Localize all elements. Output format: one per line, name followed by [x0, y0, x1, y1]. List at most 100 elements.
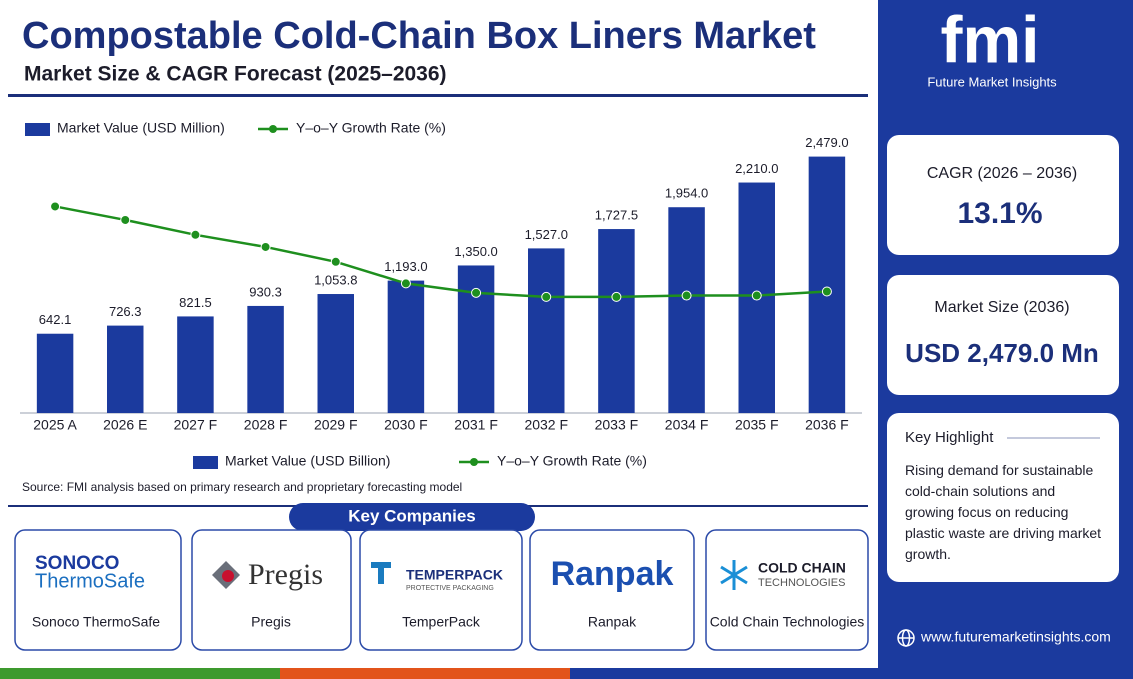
company-card: SONOCO ThermoSafe Sonoco ThermoSafe — [14, 529, 182, 651]
x-tick-label: 2033 F — [595, 417, 639, 433]
value-label: 642.1 — [39, 312, 72, 327]
x-tick-label: 2035 F — [735, 417, 779, 433]
bar — [317, 294, 354, 413]
color-strip — [0, 668, 280, 679]
logo-text: TEMPERPACK — [406, 567, 503, 583]
stat-card — [887, 275, 1119, 395]
x-tick-label: 2030 F — [384, 417, 428, 433]
color-strip — [280, 668, 570, 679]
growth-point — [681, 290, 692, 301]
subtitle: Market Size & CAGR Forecast (2025–2036) — [24, 63, 447, 86]
company-card: Ranpak Ranpak — [529, 529, 695, 651]
growth-point — [330, 256, 341, 267]
value-label: 821.5 — [179, 295, 212, 310]
value-label: 1,527.0 — [525, 227, 568, 242]
growth-point — [751, 290, 762, 301]
logo-icon — [720, 560, 748, 590]
x-tick-label: 2028 F — [244, 417, 288, 433]
highlight-text: Rising demand for sustainable cold-chain… — [905, 462, 1102, 562]
card-frame — [529, 529, 695, 651]
card-frame — [191, 529, 352, 651]
growth-line — [54, 205, 827, 299]
company-card: TEMPERPACK PROTECTIVE PACKAGING TemperPa… — [359, 529, 523, 651]
growth-point — [190, 229, 201, 240]
value-label: 1,350.0 — [454, 244, 497, 259]
legend-label: Y–o–Y Growth Rate (%) — [296, 120, 446, 136]
growth-point — [260, 241, 271, 252]
x-tick-label: 2029 F — [314, 417, 358, 433]
legend-label: Market Value (USD Billion) — [225, 453, 390, 469]
x-tick-label: 2027 F — [174, 417, 218, 433]
stat-value: 13.1% — [957, 197, 1042, 230]
legend-label: Market Value (USD Million) — [57, 120, 225, 136]
logo-text: Pregis — [248, 558, 323, 591]
logo-icon — [371, 562, 391, 584]
color-strip — [570, 668, 878, 679]
logo-text: COLD CHAIN — [758, 560, 846, 576]
company-name: Ranpak — [588, 614, 637, 630]
stat-card — [887, 135, 1119, 255]
stat-label: Market Size (2036) — [934, 299, 1069, 316]
x-tick-label: 2032 F — [524, 417, 568, 433]
legend-swatch — [193, 456, 218, 469]
growth-point — [541, 291, 552, 302]
legend-label: Y–o–Y Growth Rate (%) — [497, 453, 647, 469]
card-frame — [14, 529, 182, 651]
growth-point — [471, 287, 482, 298]
value-label: 726.3 — [109, 304, 142, 319]
logo-icon — [222, 570, 234, 582]
growth-point — [821, 286, 832, 297]
section-title: Key Companies — [348, 506, 476, 525]
value-label: 930.3 — [249, 284, 282, 299]
bar — [387, 280, 425, 413]
company-name: TemperPack — [402, 614, 481, 630]
bar — [107, 325, 144, 413]
legend-swatch — [470, 458, 478, 466]
card-frame — [359, 529, 523, 651]
stat-label: CAGR (2026 – 2036) — [927, 165, 1077, 182]
section-pill — [289, 503, 535, 531]
value-label: 1,954.0 — [665, 186, 708, 201]
x-tick-label: 2034 F — [665, 417, 709, 433]
website: www.futuremarketinsights.com — [920, 629, 1111, 645]
company-card: Pregis Pregis — [191, 529, 352, 651]
company-name: Cold Chain Technologies — [710, 614, 865, 630]
company-name: Pregis — [251, 614, 291, 630]
bar — [36, 333, 74, 413]
value-label: 2,479.0 — [805, 135, 848, 150]
logo-text: SONOCO — [35, 553, 119, 574]
growth-point — [50, 201, 61, 212]
x-tick-label: 2026 E — [103, 417, 147, 433]
legend-swatch — [269, 125, 277, 133]
highlight-title: Key Highlight — [905, 429, 994, 446]
x-tick-label: 2031 F — [454, 417, 498, 433]
brand-logo: fmi — [941, 2, 1040, 76]
x-tick-label: 2036 F — [805, 417, 849, 433]
value-label: 1,193.0 — [384, 259, 427, 274]
brand-name: Future Market Insights — [927, 74, 1057, 89]
globe-icon — [897, 629, 915, 647]
growth-point — [120, 214, 131, 225]
value-label: 2,210.0 — [735, 161, 778, 176]
bar — [177, 316, 214, 413]
value-label: 1,053.8 — [314, 272, 357, 287]
bar — [528, 248, 565, 413]
value-label: 1,727.5 — [595, 208, 638, 223]
card-frame — [705, 529, 869, 651]
logo-text: PROTECTIVE PACKAGING — [406, 585, 494, 592]
company-name: Sonoco ThermoSafe — [32, 614, 160, 630]
highlight-card — [887, 413, 1119, 582]
source-note: Source: FMI analysis based on primary re… — [22, 480, 462, 494]
logo-text: ThermoSafe — [35, 570, 145, 592]
bar — [668, 207, 705, 413]
logo-text: TECHNOLOGIES — [758, 577, 845, 589]
growth-point — [400, 278, 411, 289]
bar — [247, 305, 284, 413]
title: Compostable Cold-Chain Box Liners Market — [22, 15, 816, 57]
header-rule — [8, 94, 868, 97]
growth-point — [611, 291, 622, 302]
bar — [457, 265, 495, 413]
company-card: COLD CHAIN TECHNOLOGIES Cold Chain Techn… — [705, 529, 869, 651]
